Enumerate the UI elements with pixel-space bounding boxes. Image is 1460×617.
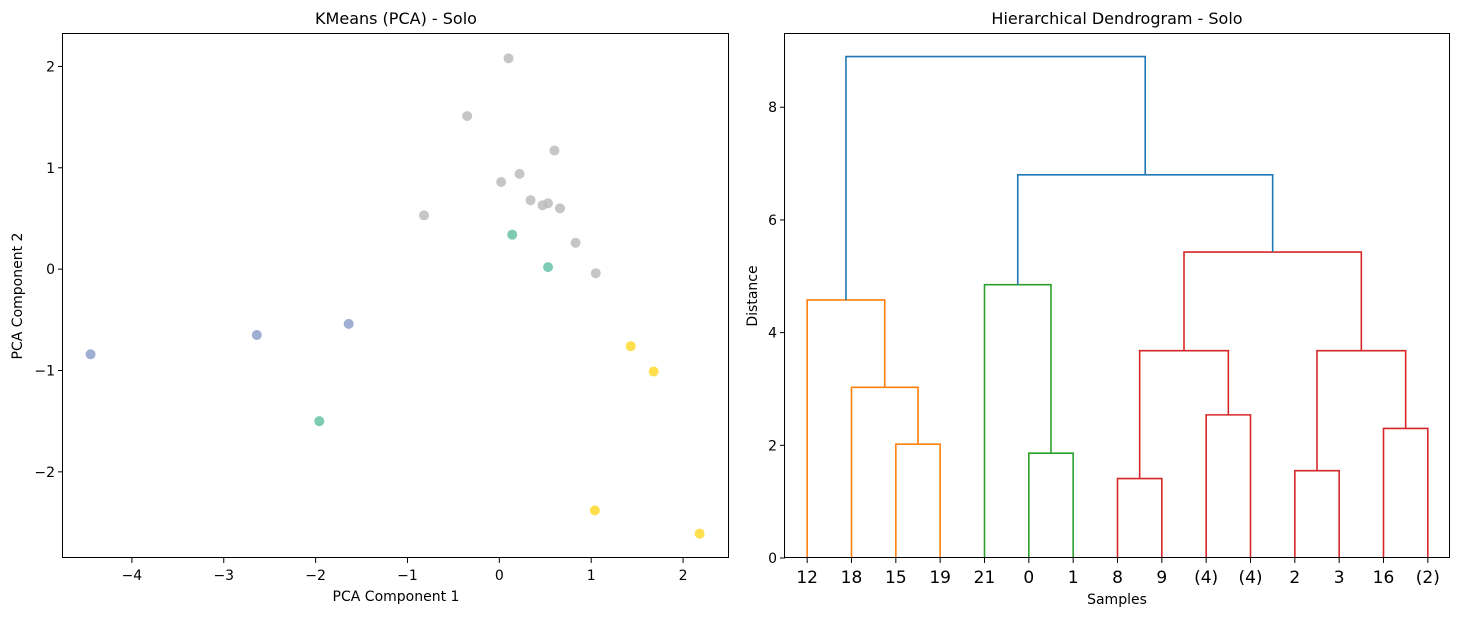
dendrogram-link bbox=[1205, 414, 1252, 558]
y-tick-label: 1 bbox=[46, 161, 55, 177]
scatter-point bbox=[343, 318, 354, 329]
leaf-label: 19 bbox=[929, 568, 951, 588]
scatter-plot-frame bbox=[62, 33, 729, 558]
dendrogram-link bbox=[895, 443, 941, 558]
y-tick-label: 2 bbox=[768, 438, 777, 454]
dendrogram-y-ticks: 0 2 4 6 8 bbox=[768, 100, 785, 567]
y-tick-label: 0 bbox=[46, 262, 55, 278]
leaf-label: (2) bbox=[1416, 568, 1440, 588]
scatter-x-axis-label: PCA Component 1 bbox=[333, 589, 460, 605]
dendrogram-link bbox=[983, 283, 1052, 558]
scatter-point bbox=[543, 262, 554, 273]
scatter-point bbox=[507, 229, 518, 240]
dendrogram-link bbox=[845, 55, 1147, 300]
leaf-label: 8 bbox=[1112, 568, 1123, 588]
x-tick-label: 2 bbox=[679, 568, 688, 584]
leaf-label: 16 bbox=[1373, 568, 1395, 588]
x-tick-label: −4 bbox=[122, 568, 143, 584]
dendrogram-leaf-labels: 12 18 15 19 21 0 1 8 9 (4) (4) 2 3 16 (2) bbox=[796, 558, 1440, 588]
dendrogram-link bbox=[1294, 469, 1340, 558]
y-tick-label: 2 bbox=[46, 59, 55, 75]
y-tick-label: −1 bbox=[34, 363, 55, 379]
dendrogram-link bbox=[1028, 452, 1074, 558]
scatter-point bbox=[554, 203, 565, 214]
scatter-x-ticks: −4 −3 −2 −1 0 1 2 bbox=[122, 558, 688, 584]
scatter-point bbox=[85, 349, 96, 360]
scatter-point bbox=[314, 416, 325, 427]
x-tick-label: −2 bbox=[305, 568, 326, 584]
y-tick-label: 8 bbox=[768, 100, 777, 116]
dendrogram-link bbox=[1016, 174, 1274, 285]
leaf-label: (4) bbox=[1238, 568, 1262, 588]
scatter-point bbox=[625, 341, 636, 352]
dendrogram-link bbox=[806, 299, 886, 558]
dendrogram-link bbox=[1183, 251, 1363, 351]
scatter-point bbox=[590, 268, 601, 279]
y-tick-label: 4 bbox=[768, 326, 777, 342]
dendrogram-link bbox=[1138, 349, 1230, 479]
x-tick-label: −1 bbox=[397, 568, 418, 584]
leaf-label: 0 bbox=[1023, 568, 1034, 588]
x-tick-label: 0 bbox=[495, 568, 504, 584]
scatter-title: KMeans (PCA) - Solo bbox=[315, 9, 477, 28]
scatter-point bbox=[514, 168, 525, 179]
scatter-point bbox=[503, 53, 514, 64]
scatter-point bbox=[549, 145, 560, 156]
leaf-label: 21 bbox=[974, 568, 996, 588]
scatter-points bbox=[85, 53, 705, 539]
y-tick-label: −2 bbox=[34, 465, 55, 481]
leaf-label: 9 bbox=[1156, 568, 1167, 588]
x-tick-label: 1 bbox=[587, 568, 596, 584]
scatter-point bbox=[543, 198, 554, 209]
scatter-point bbox=[496, 176, 507, 187]
scatter-y-axis-label: PCA Component 2 bbox=[10, 233, 26, 360]
dendrogram-y-axis-label: Distance bbox=[745, 265, 761, 326]
leaf-label: 2 bbox=[1289, 568, 1300, 588]
x-tick-label: −3 bbox=[213, 568, 234, 584]
dendrogram-x-axis-label: Samples bbox=[1087, 592, 1147, 608]
dendrogram-link bbox=[1382, 427, 1429, 558]
dendrogram-link bbox=[1116, 477, 1163, 558]
dendrogram-link bbox=[1316, 349, 1407, 471]
dendrogram-plot-frame bbox=[784, 33, 1450, 558]
scatter-point bbox=[462, 111, 473, 122]
dendrogram-link bbox=[850, 386, 919, 558]
scatter-point bbox=[525, 195, 536, 206]
dendrogram-title: Hierarchical Dendrogram - Solo bbox=[991, 9, 1242, 28]
leaf-label: 15 bbox=[885, 568, 907, 588]
scatter-point bbox=[419, 210, 430, 221]
scatter-point bbox=[648, 366, 659, 377]
scatter-point bbox=[251, 330, 262, 341]
scatter-point bbox=[589, 505, 600, 516]
leaf-label: 18 bbox=[841, 568, 863, 588]
kmeans-scatter-panel: KMeans (PCA) - Solo −4 −3 −2 −1 0 1 2 −2−1012 … bbox=[10, 9, 729, 605]
leaf-label: 3 bbox=[1334, 568, 1345, 588]
dendrogram-links bbox=[806, 55, 1429, 558]
scatter-y-ticks: −2 −1 0 1 2 bbox=[34, 59, 63, 481]
leaf-label: 12 bbox=[796, 568, 818, 588]
scatter-point bbox=[570, 237, 581, 248]
leaf-label: (4) bbox=[1194, 568, 1218, 588]
y-tick-label: 6 bbox=[768, 213, 777, 229]
y-tick-label: 0 bbox=[768, 551, 777, 567]
leaf-label: 1 bbox=[1068, 568, 1079, 588]
scatter-point bbox=[694, 528, 705, 539]
